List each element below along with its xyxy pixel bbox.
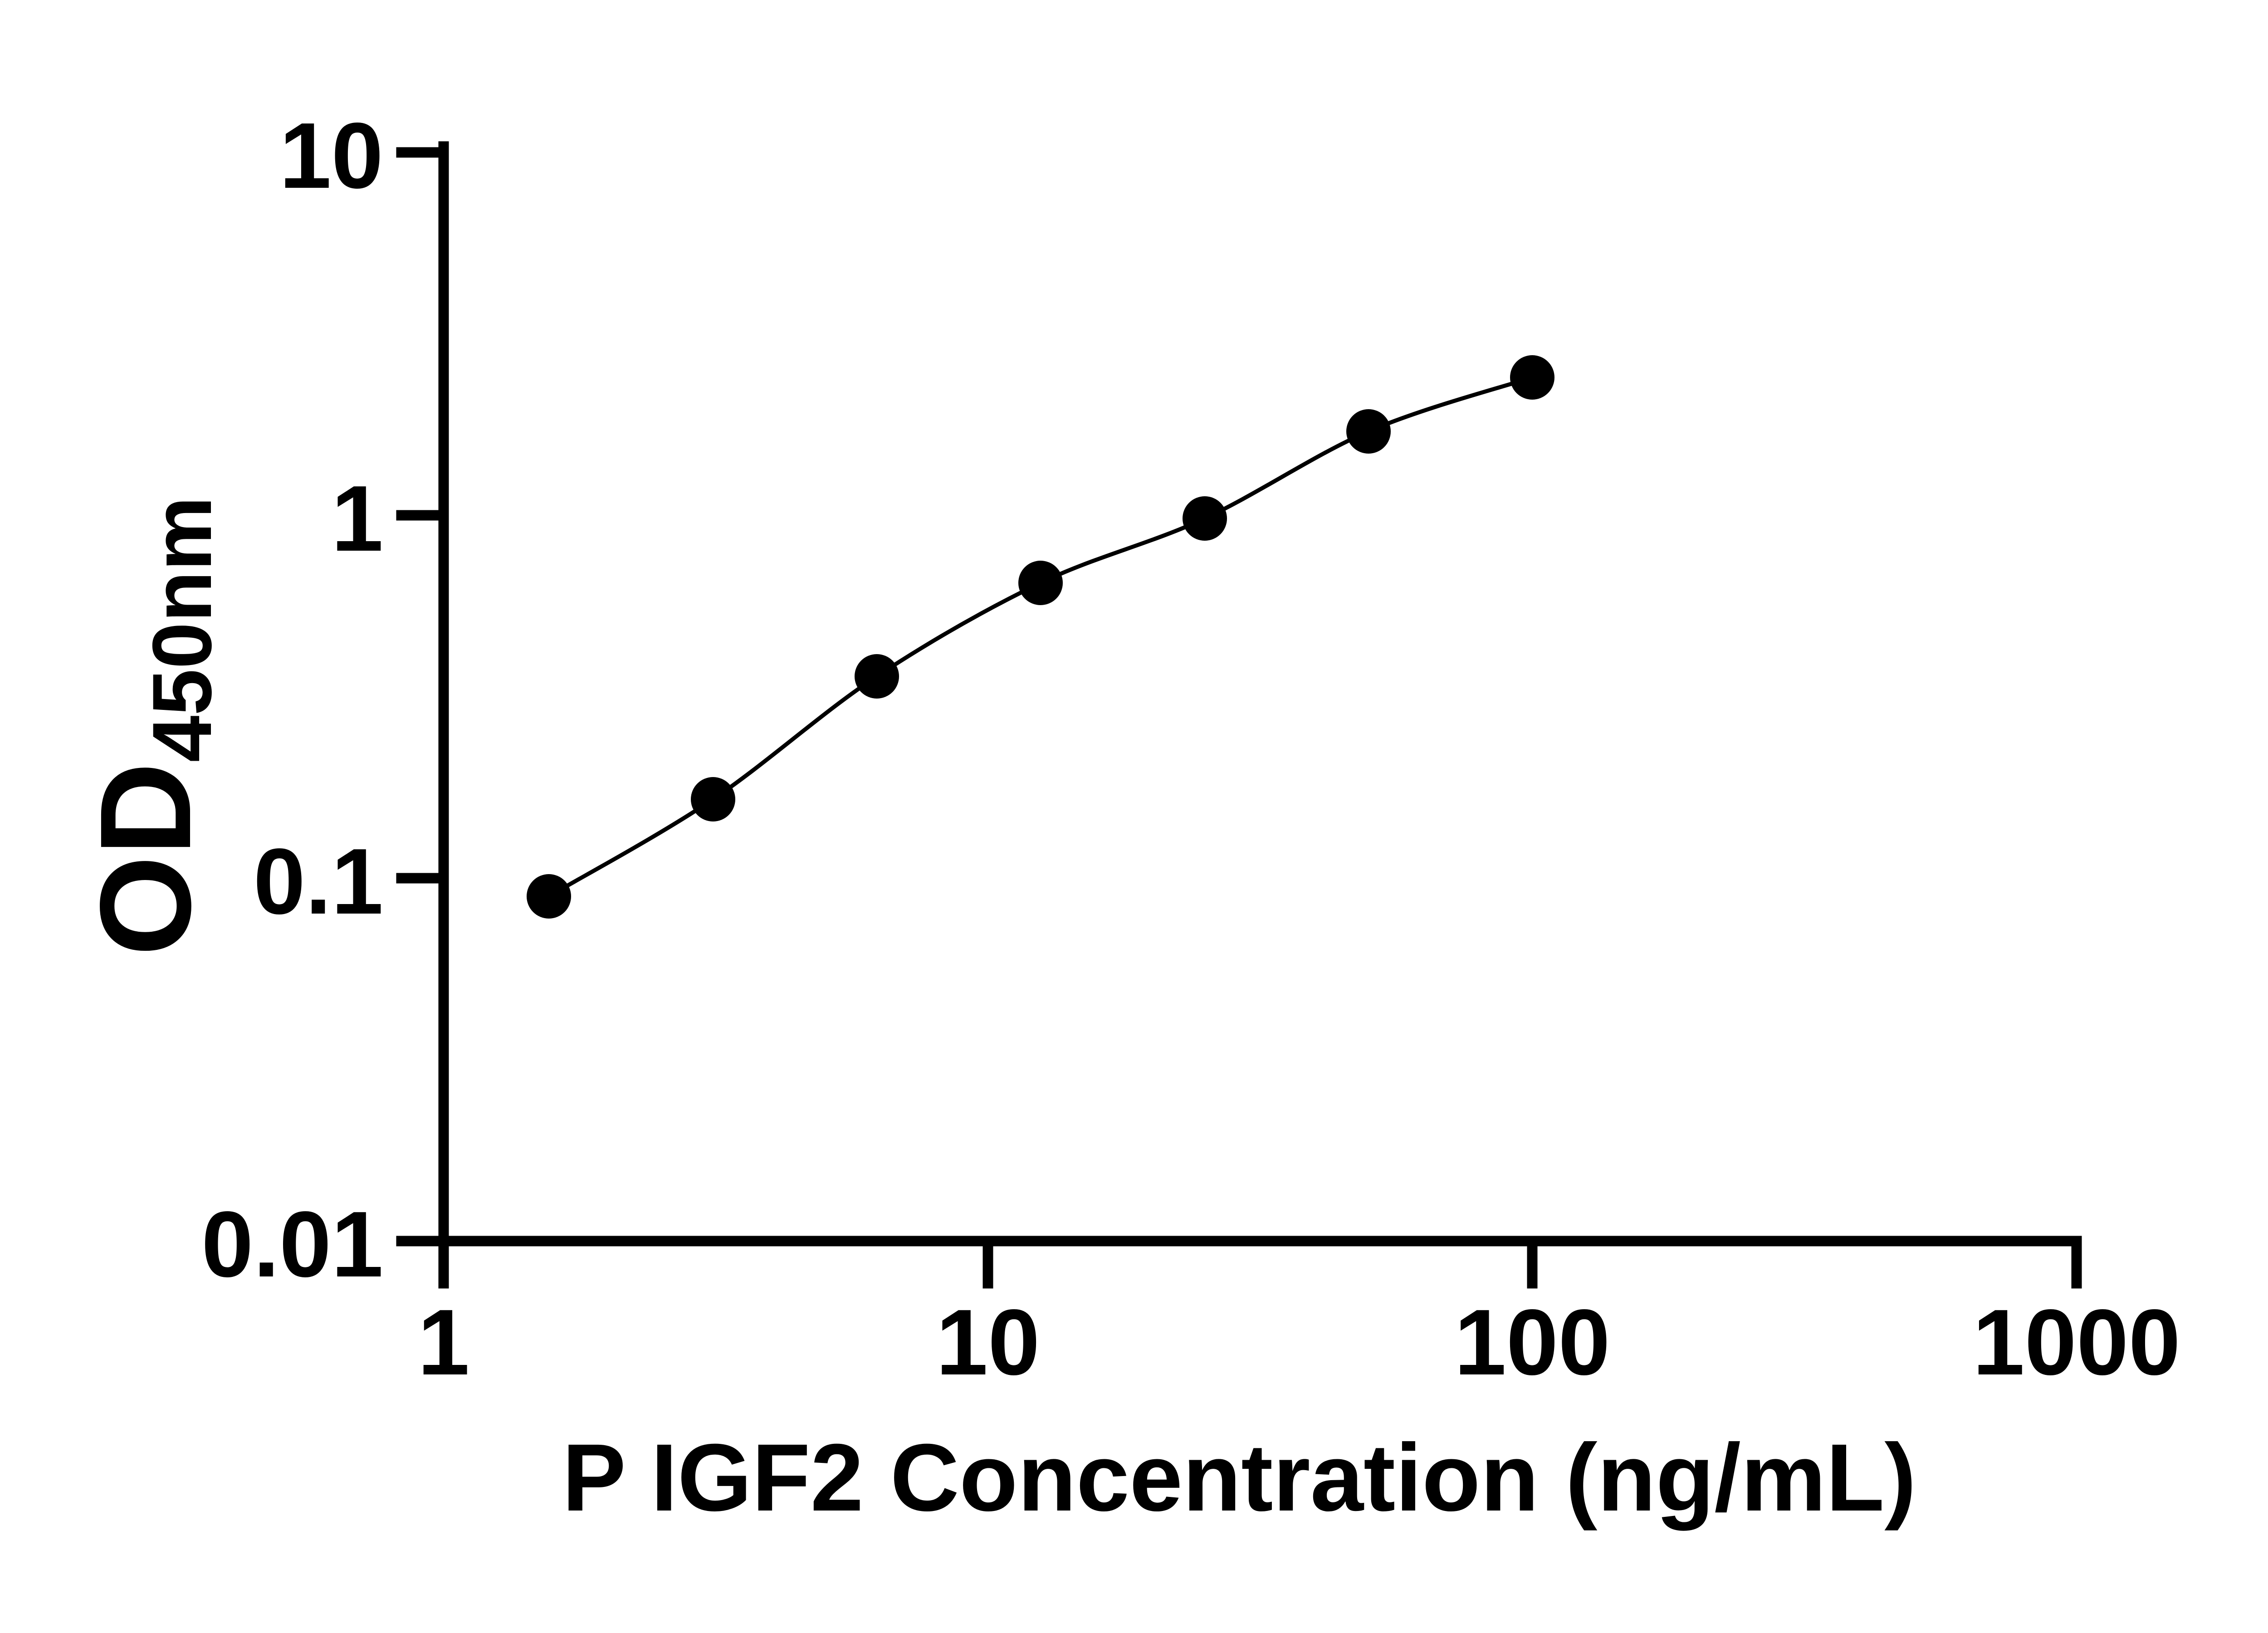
svg-text:100: 100 <box>1454 1290 1610 1394</box>
svg-text:10: 10 <box>936 1290 1040 1394</box>
svg-text:0.1: 0.1 <box>254 829 383 934</box>
svg-text:0.01: 0.01 <box>201 1192 383 1296</box>
svg-text:1: 1 <box>418 1290 470 1394</box>
svg-text:1: 1 <box>331 466 383 571</box>
svg-text:10: 10 <box>279 103 383 208</box>
svg-text:P IGF2 Concentration (ng/mL): P IGF2 Concentration (ng/mL) <box>562 1424 1916 1531</box>
svg-text:1000: 1000 <box>1973 1290 2180 1394</box>
